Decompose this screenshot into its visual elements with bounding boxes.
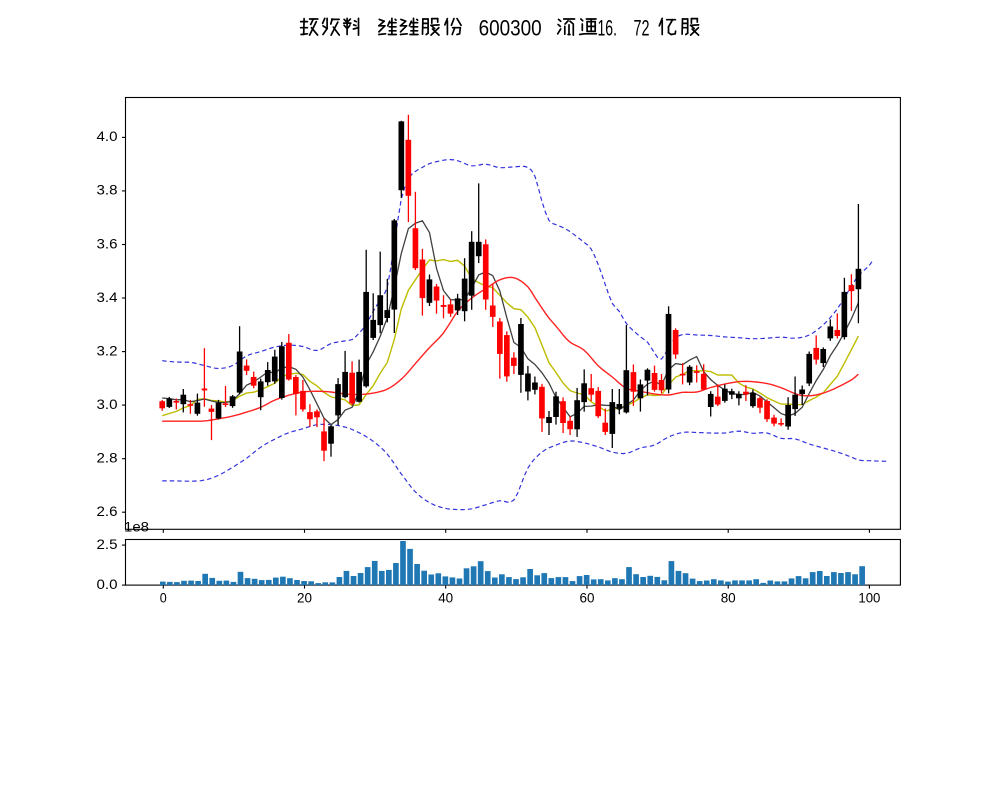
svg-text:2.8: 2.8 (97, 451, 118, 466)
svg-text:72: 72 (634, 15, 650, 40)
svg-text:80: 80 (721, 591, 736, 606)
svg-text:600300: 600300 (479, 15, 542, 40)
svg-text:3.0: 3.0 (97, 397, 118, 412)
svg-text:3.2: 3.2 (97, 343, 118, 358)
svg-text:4.0: 4.0 (97, 129, 118, 144)
svg-text:2.6: 2.6 (97, 504, 118, 519)
svg-text:100: 100 (858, 591, 880, 606)
svg-text:60: 60 (580, 591, 595, 606)
svg-text:20: 20 (297, 591, 312, 606)
svg-text:0.0: 0.0 (97, 577, 118, 592)
svg-text:16.: 16. (598, 15, 618, 40)
svg-text:3.6: 3.6 (97, 236, 118, 251)
svg-text:0: 0 (160, 591, 167, 606)
svg-text:3.4: 3.4 (97, 290, 119, 305)
svg-text:1e8: 1e8 (124, 520, 149, 535)
svg-text:2.5: 2.5 (97, 537, 118, 552)
svg-text:3.8: 3.8 (97, 183, 118, 198)
svg-text:40: 40 (438, 591, 453, 606)
